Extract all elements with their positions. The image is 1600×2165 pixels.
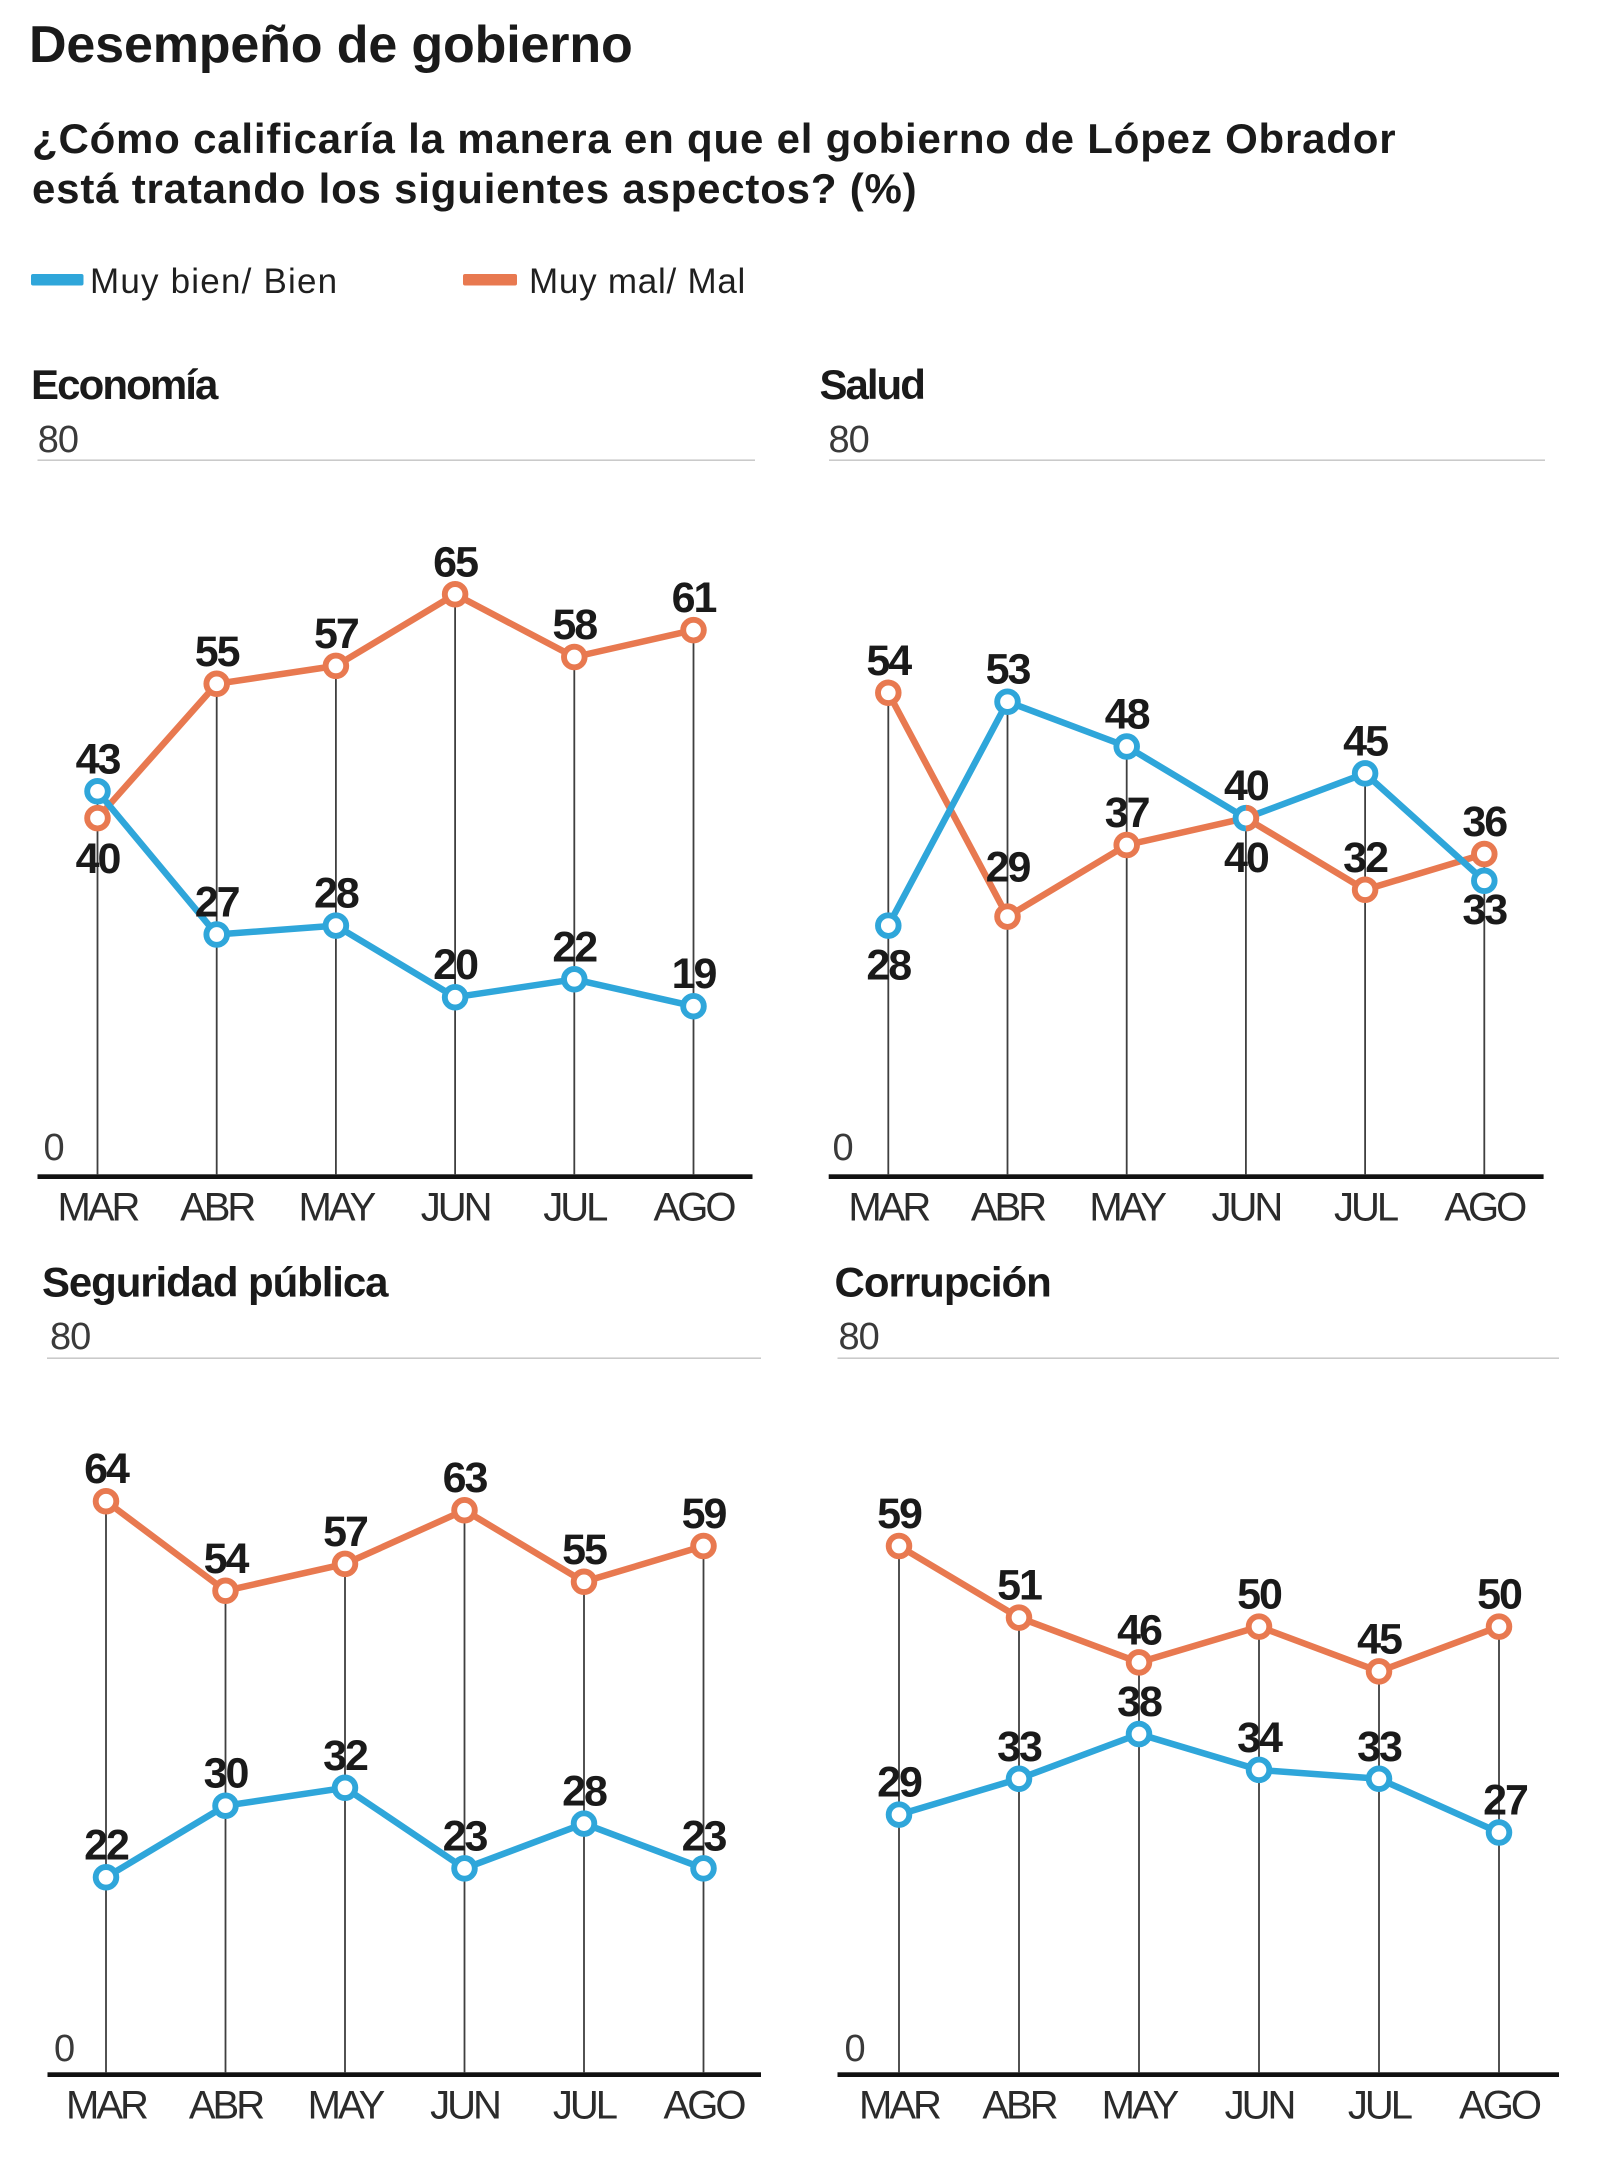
svg-text:57: 57	[314, 610, 359, 658]
svg-text:50: 50	[1237, 1571, 1282, 1619]
svg-text:80: 80	[829, 419, 869, 461]
svg-text:22: 22	[552, 923, 597, 971]
svg-text:JUL: JUL	[1334, 1185, 1398, 1229]
svg-text:está tratando los siguientes a: está tratando los siguientes aspectos? (…	[32, 165, 917, 212]
svg-text:65: 65	[433, 538, 478, 586]
svg-text:48: 48	[1105, 691, 1150, 739]
svg-text:51: 51	[997, 1562, 1042, 1610]
svg-text:55: 55	[562, 1526, 607, 1574]
svg-text:20: 20	[433, 941, 478, 989]
svg-text:40: 40	[1224, 834, 1269, 882]
svg-text:MAY: MAY	[1102, 2084, 1179, 2128]
svg-text:54: 54	[866, 637, 912, 685]
svg-text:80: 80	[50, 1316, 90, 1358]
svg-text:Economía: Economía	[31, 361, 219, 408]
svg-text:28: 28	[314, 870, 359, 918]
svg-text:Seguridad pública: Seguridad pública	[42, 1258, 389, 1305]
svg-text:28: 28	[562, 1768, 607, 1816]
svg-text:¿Cómo calificaría la manera en: ¿Cómo calificaría la manera en que el go…	[32, 115, 1396, 162]
svg-text:AGO: AGO	[664, 2084, 746, 2128]
svg-text:80: 80	[839, 1316, 879, 1358]
svg-text:19: 19	[672, 950, 717, 998]
svg-text:38: 38	[1117, 1678, 1162, 1726]
svg-text:ABR: ABR	[971, 1185, 1046, 1229]
svg-text:59: 59	[682, 1490, 727, 1538]
svg-text:MAY: MAY	[299, 1185, 376, 1229]
svg-text:ABR: ABR	[982, 2084, 1057, 2128]
svg-text:64: 64	[84, 1445, 130, 1493]
svg-text:45: 45	[1343, 717, 1388, 765]
svg-text:0: 0	[54, 2028, 74, 2070]
svg-text:MAR: MAR	[859, 2084, 941, 2128]
svg-text:34: 34	[1237, 1714, 1283, 1762]
svg-text:AGO: AGO	[1459, 2084, 1541, 2128]
svg-text:AGO: AGO	[1444, 1185, 1526, 1229]
svg-text:Muy bien/ Bien: Muy bien/ Bien	[90, 262, 338, 301]
svg-text:ABR: ABR	[180, 1185, 255, 1229]
svg-text:33: 33	[997, 1723, 1042, 1771]
svg-text:53: 53	[986, 646, 1031, 694]
svg-text:MAR: MAR	[58, 1185, 140, 1229]
svg-text:0: 0	[44, 1127, 64, 1169]
svg-text:32: 32	[1343, 834, 1388, 882]
svg-text:27: 27	[1483, 1777, 1528, 1825]
svg-text:JUL: JUL	[543, 1185, 607, 1229]
svg-text:58: 58	[552, 601, 597, 649]
svg-text:AGO: AGO	[654, 1185, 736, 1229]
svg-text:46: 46	[1117, 1606, 1162, 1654]
svg-text:MAY: MAY	[308, 2084, 385, 2128]
svg-text:JUL: JUL	[1348, 2084, 1412, 2128]
svg-text:63: 63	[443, 1454, 488, 1502]
svg-text:ABR: ABR	[189, 2084, 264, 2128]
svg-text:27: 27	[195, 879, 240, 927]
svg-text:JUN: JUN	[421, 1185, 490, 1229]
svg-text:33: 33	[1462, 886, 1507, 934]
svg-text:0: 0	[845, 2028, 865, 2070]
svg-text:JUL: JUL	[553, 2084, 617, 2128]
svg-text:MAR: MAR	[66, 2084, 148, 2128]
svg-text:JUN: JUN	[1212, 1185, 1281, 1229]
svg-text:36: 36	[1462, 798, 1507, 846]
svg-text:43: 43	[76, 735, 121, 783]
svg-text:55: 55	[195, 628, 240, 676]
svg-text:57: 57	[323, 1508, 368, 1556]
svg-text:30: 30	[204, 1750, 249, 1798]
svg-text:45: 45	[1357, 1615, 1402, 1663]
svg-text:61: 61	[672, 574, 717, 622]
svg-text:JUN: JUN	[430, 2084, 499, 2128]
svg-text:50: 50	[1477, 1571, 1522, 1619]
svg-text:Corrupción: Corrupción	[835, 1258, 1051, 1305]
svg-text:23: 23	[443, 1812, 488, 1860]
svg-text:40: 40	[76, 835, 121, 883]
svg-text:MAY: MAY	[1089, 1185, 1166, 1229]
svg-text:59: 59	[877, 1490, 922, 1538]
svg-text:32: 32	[323, 1732, 368, 1780]
svg-text:33: 33	[1357, 1723, 1402, 1771]
svg-text:0: 0	[833, 1127, 853, 1169]
svg-text:28: 28	[866, 942, 911, 990]
svg-text:Salud: Salud	[820, 361, 924, 408]
svg-text:29: 29	[986, 844, 1031, 892]
svg-text:22: 22	[84, 1821, 129, 1869]
svg-text:80: 80	[38, 419, 78, 461]
svg-text:29: 29	[877, 1759, 922, 1807]
svg-text:MAR: MAR	[848, 1185, 930, 1229]
svg-text:23: 23	[682, 1812, 727, 1860]
svg-text:Desempeño de gobierno: Desempeño de gobierno	[29, 16, 633, 74]
svg-text:JUN: JUN	[1225, 2084, 1294, 2128]
svg-text:54: 54	[204, 1535, 250, 1583]
svg-text:40: 40	[1224, 762, 1269, 810]
svg-text:Muy mal/ Mal: Muy mal/ Mal	[529, 262, 746, 301]
svg-text:37: 37	[1105, 789, 1150, 837]
